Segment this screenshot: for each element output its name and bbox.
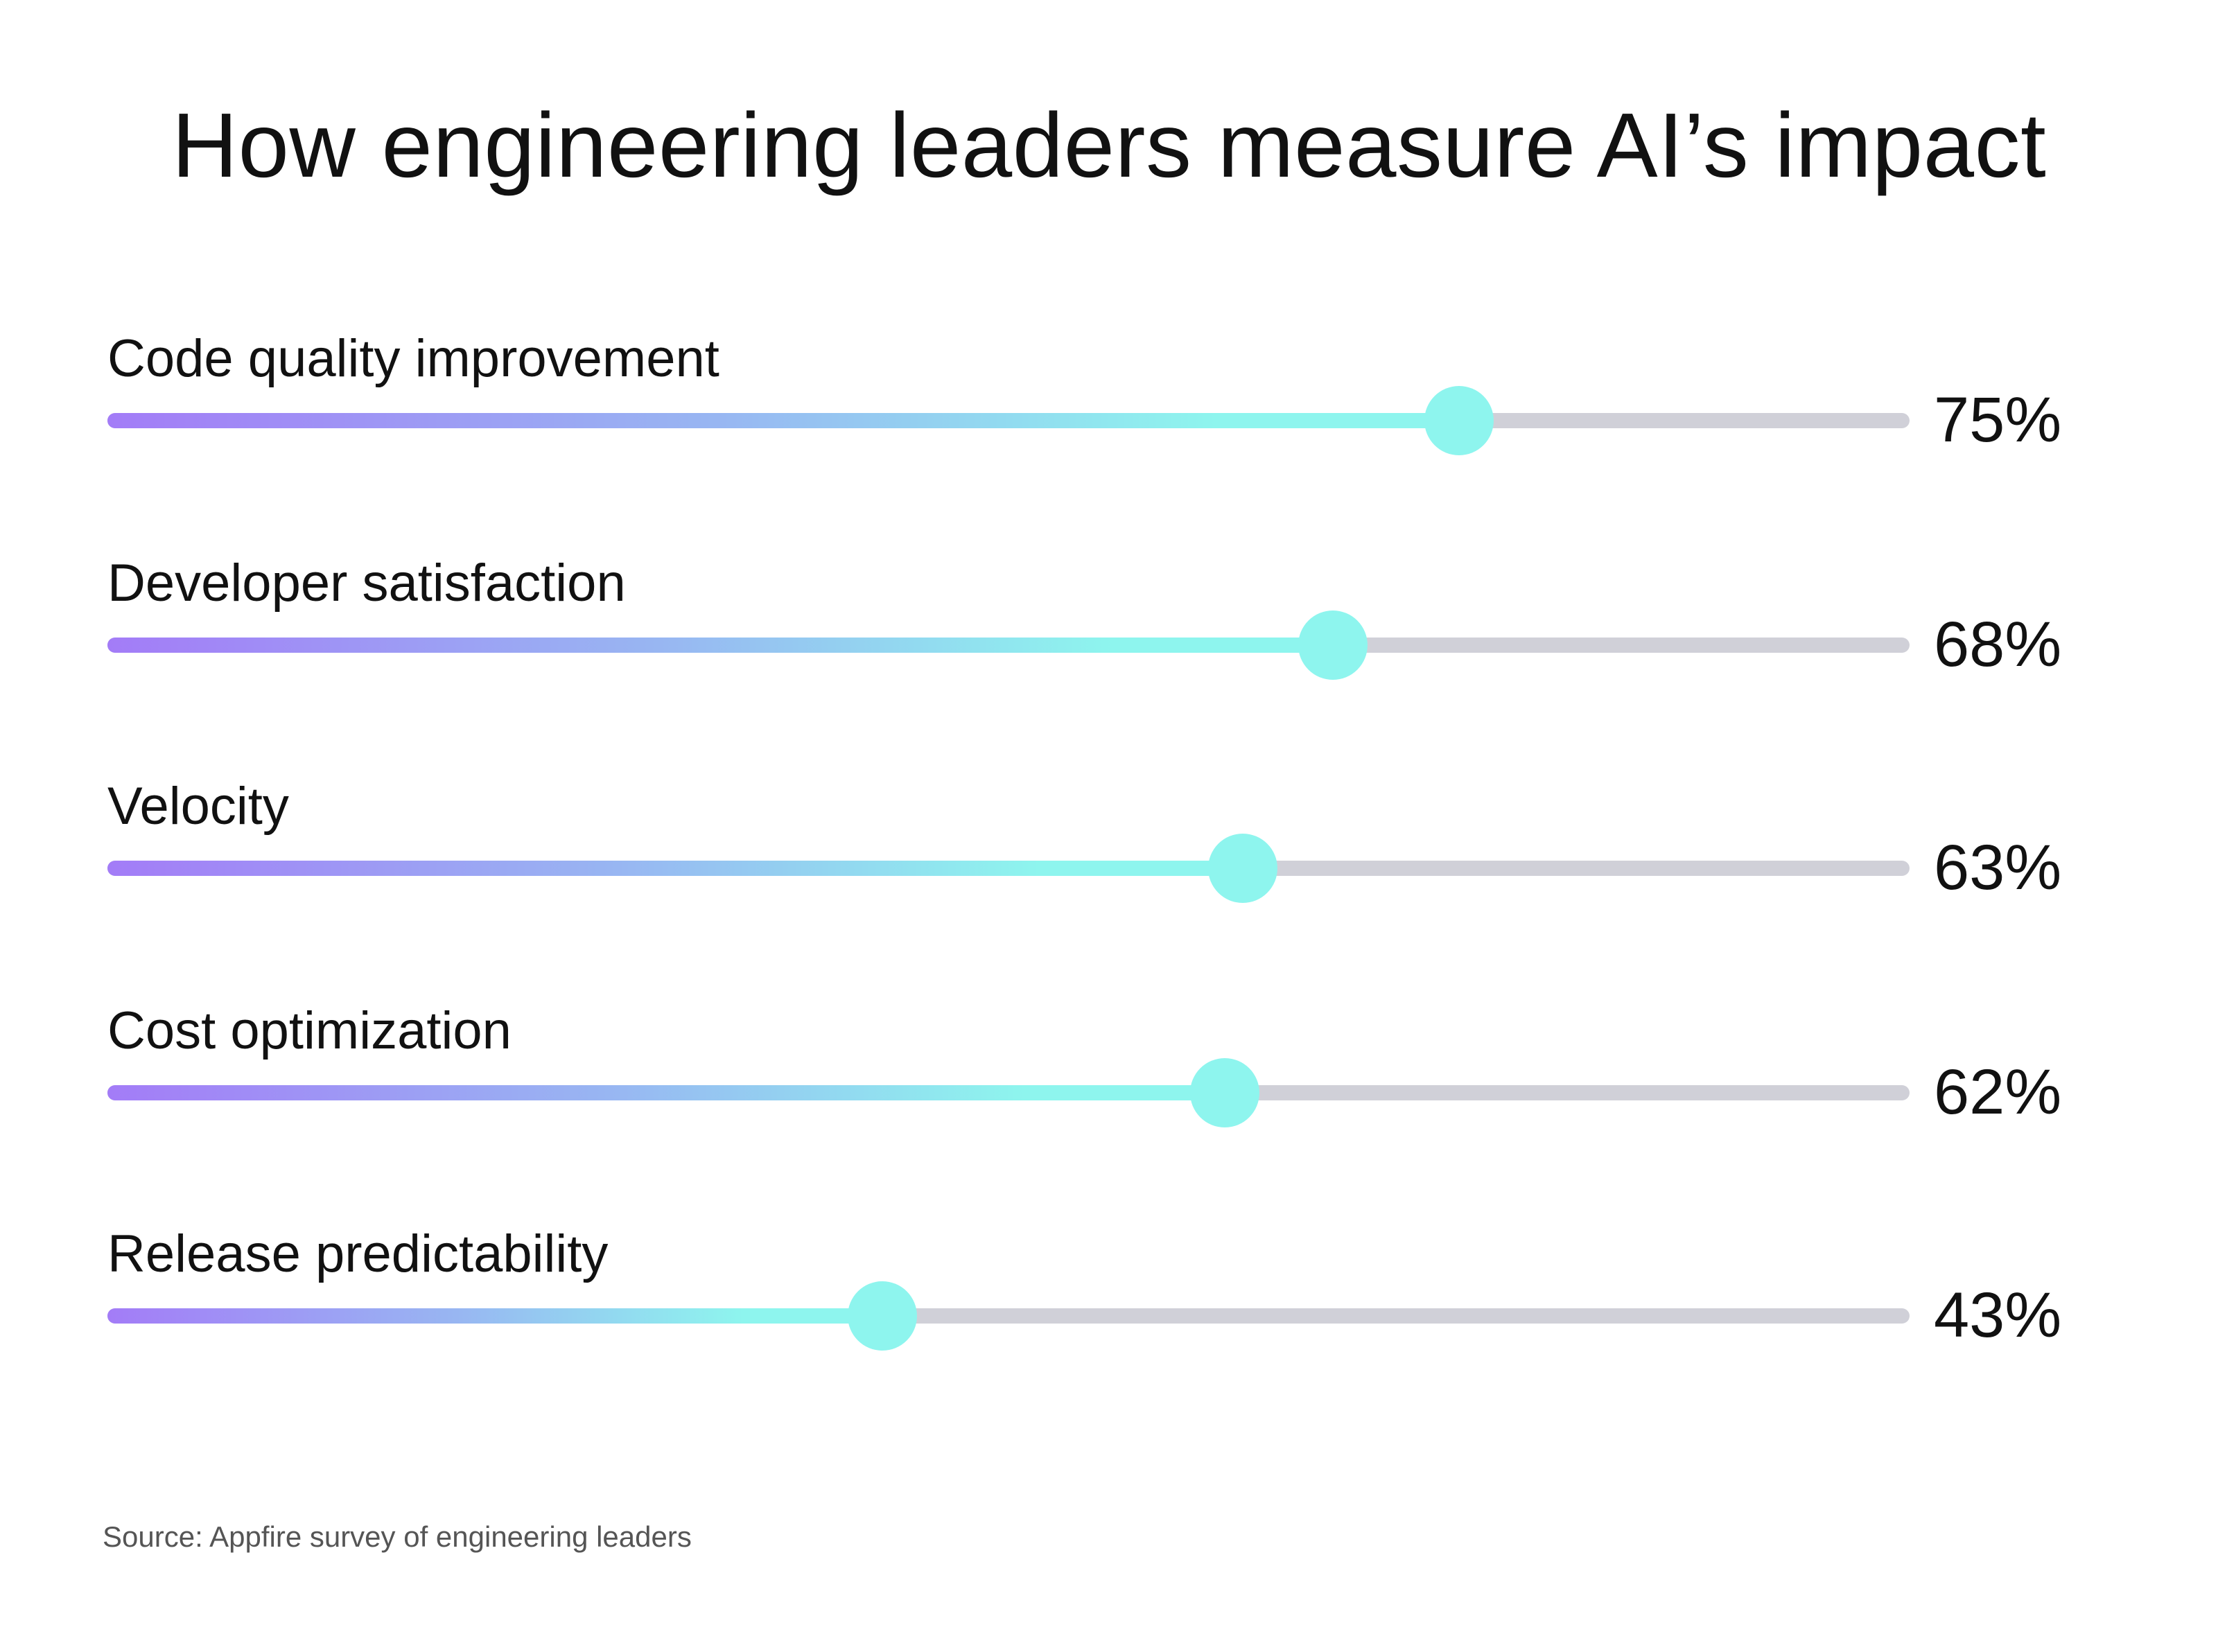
value-label: 63% — [1934, 832, 2062, 903]
category-label: Developer satisfaction — [107, 554, 626, 613]
bar-knob — [1190, 1058, 1259, 1127]
bar-track — [107, 834, 1910, 903]
bar-fill — [107, 413, 1459, 428]
bar-row: Developer satisfaction 68% — [0, 549, 2218, 729]
bar-knob — [1208, 834, 1277, 903]
value-label: 62% — [1934, 1057, 2062, 1127]
bar-knob — [1298, 610, 1368, 680]
bar-row: Velocity 63% — [0, 772, 2218, 952]
value-label: 75% — [1934, 385, 2062, 455]
category-label: Code quality improvement — [107, 329, 719, 388]
bar-track — [107, 610, 1910, 680]
source-note: Source: Appfire survey of engineering le… — [103, 1520, 692, 1553]
bar-fill — [107, 638, 1333, 653]
bar-fill — [107, 1308, 882, 1324]
bar-row: Code quality improvement 75% — [0, 324, 2218, 504]
category-label: Cost optimization — [107, 1001, 512, 1060]
bar-row: Cost optimization 62% — [0, 996, 2218, 1177]
bar-track — [107, 1058, 1910, 1127]
bar-fill — [107, 1085, 1225, 1100]
bar-knob — [1424, 386, 1494, 455]
value-label: 43% — [1934, 1280, 2062, 1351]
value-label: 68% — [1934, 609, 2062, 680]
bar-knob — [848, 1281, 917, 1351]
bar-track — [107, 386, 1910, 455]
chart-title: How engineering leaders measure AI’s imp… — [171, 94, 2047, 196]
bar-track — [107, 1281, 1910, 1351]
bar-row: Release predictability 43% — [0, 1220, 2218, 1400]
bar-fill — [107, 861, 1243, 876]
category-label: Velocity — [107, 777, 289, 836]
category-label: Release predictability — [107, 1224, 609, 1283]
